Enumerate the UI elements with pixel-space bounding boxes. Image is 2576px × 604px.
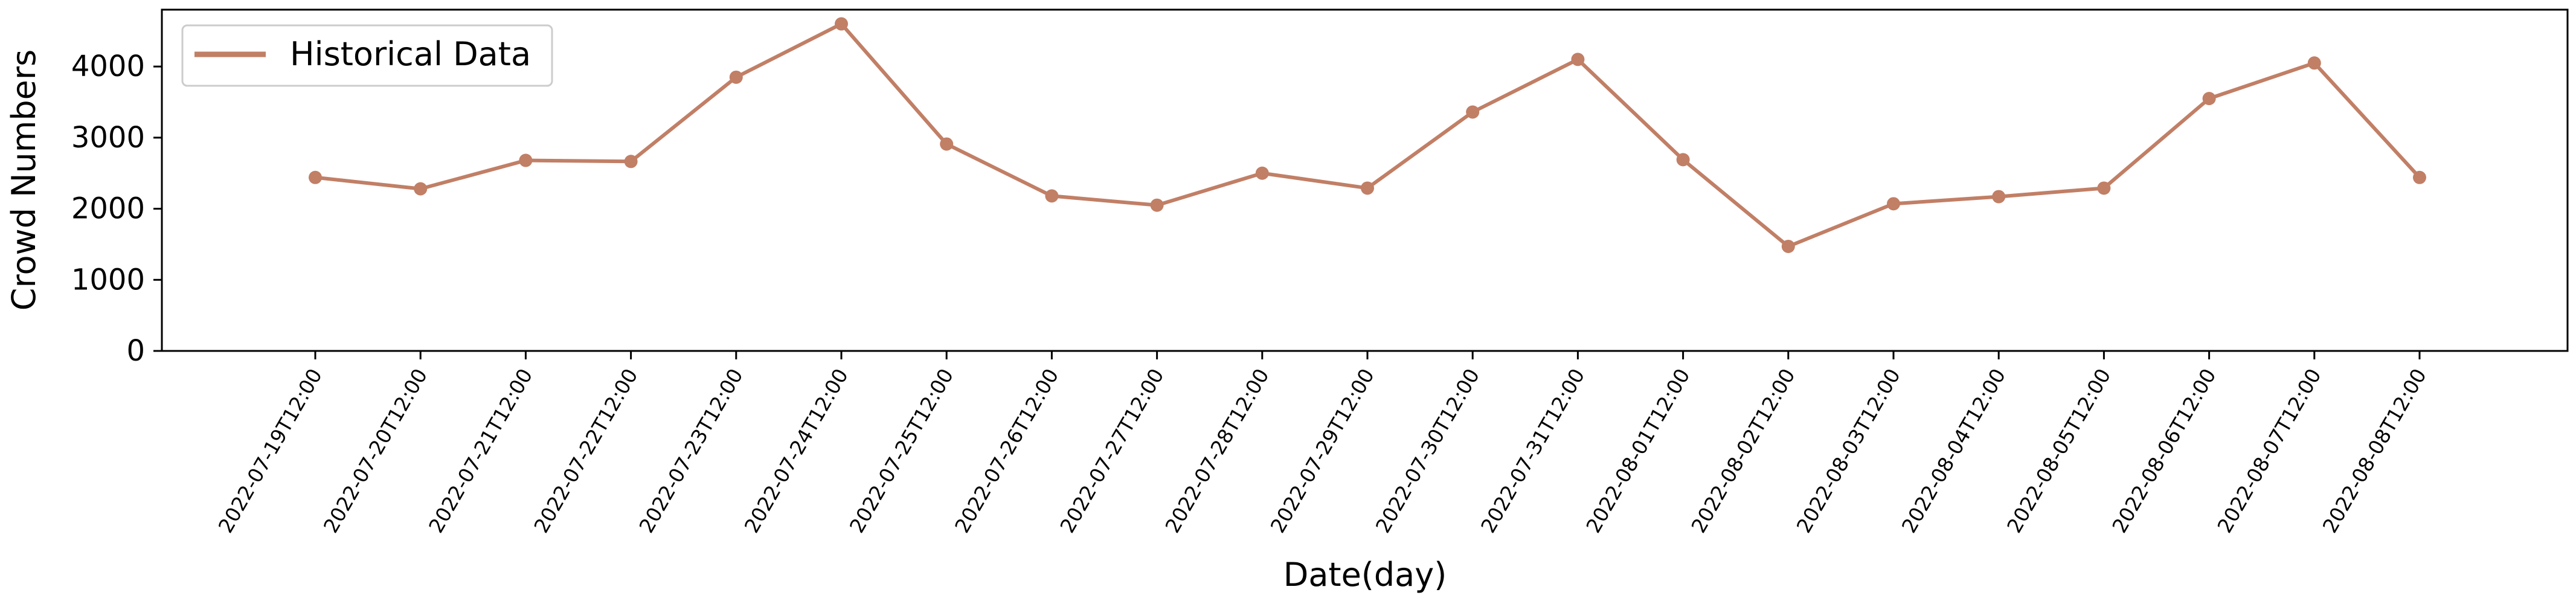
data-point xyxy=(414,182,428,196)
data-point xyxy=(519,153,533,167)
x-tick-label: 2022-08-05T12:00 xyxy=(2002,365,2115,537)
y-tick-label: 2000 xyxy=(71,192,145,226)
data-point xyxy=(1466,105,1480,119)
data-point xyxy=(1361,181,1374,195)
x-tick-label: 2022-07-19T12:00 xyxy=(214,365,327,537)
x-axis: 2022-07-19T12:002022-07-20T12:002022-07-… xyxy=(214,351,2431,537)
x-tick-label: 2022-07-31T12:00 xyxy=(1476,365,1589,537)
data-point xyxy=(940,137,954,151)
x-tick-label: 2022-07-21T12:00 xyxy=(424,365,537,537)
plot-frame xyxy=(161,8,2569,352)
y-axis-title: Crowd Numbers xyxy=(5,50,43,310)
plot-area xyxy=(161,8,2569,352)
legend-box xyxy=(181,24,553,87)
y-tick-label: 3000 xyxy=(71,121,145,155)
x-tick-label: 2022-07-23T12:00 xyxy=(634,365,747,537)
data-point xyxy=(1676,153,1690,167)
y-tick-label: 1000 xyxy=(71,263,145,297)
x-tick-label: 2022-07-24T12:00 xyxy=(740,365,853,537)
x-tick-label: 2022-07-26T12:00 xyxy=(950,364,1063,536)
x-tick-label: 2022-08-03T12:00 xyxy=(1792,365,1905,537)
data-point xyxy=(309,170,322,184)
x-tick-label: 2022-08-08T12:00 xyxy=(2318,365,2431,537)
x-tick-label: 2022-07-22T12:00 xyxy=(529,365,642,537)
data-point xyxy=(2307,56,2321,70)
data-point xyxy=(2202,92,2216,106)
x-tick-label: 2022-07-27T12:00 xyxy=(1055,365,1168,537)
x-tick-label: 2022-08-02T12:00 xyxy=(1686,365,1799,537)
series-line xyxy=(315,22,2421,248)
x-tick-label: 2022-07-29T12:00 xyxy=(1266,365,1379,537)
x-tick-label: 2022-08-07T12:00 xyxy=(2212,364,2325,536)
data-point xyxy=(835,17,848,31)
y-axis: 0 1000 2000 3000 4000 xyxy=(71,50,162,368)
x-tick-label: 2022-07-28T12:00 xyxy=(1160,365,1273,537)
series-layer xyxy=(309,17,2426,253)
x-tick-label: 2022-07-25T12:00 xyxy=(845,365,958,537)
legend-label: Historical Data xyxy=(290,35,531,73)
data-point xyxy=(1571,53,1585,66)
data-point xyxy=(1150,198,1164,212)
x-tick-label: 2022-07-20T12:00 xyxy=(319,365,432,537)
x-axis-title: Date(day) xyxy=(1283,556,1447,594)
data-point xyxy=(1045,189,1059,203)
data-point xyxy=(1887,197,1900,211)
x-tick-label: 2022-08-06T12:00 xyxy=(2107,365,2220,537)
data-point xyxy=(2097,181,2111,195)
data-point xyxy=(1992,190,2006,204)
data-point xyxy=(624,155,638,169)
y-tick-label: 0 xyxy=(126,334,145,368)
data-point xyxy=(729,70,743,84)
x-tick-label: 2022-07-30T12:00 xyxy=(1371,365,1484,537)
data-point xyxy=(1255,166,1269,180)
data-point xyxy=(2413,170,2426,184)
y-tick-label: 4000 xyxy=(71,50,145,83)
legend: Historical Data xyxy=(181,24,553,87)
x-tick-label: 2022-08-01T12:00 xyxy=(1581,365,1694,537)
data-point xyxy=(1781,239,1795,253)
x-tick-label: 2022-08-04T12:00 xyxy=(1897,365,2010,537)
